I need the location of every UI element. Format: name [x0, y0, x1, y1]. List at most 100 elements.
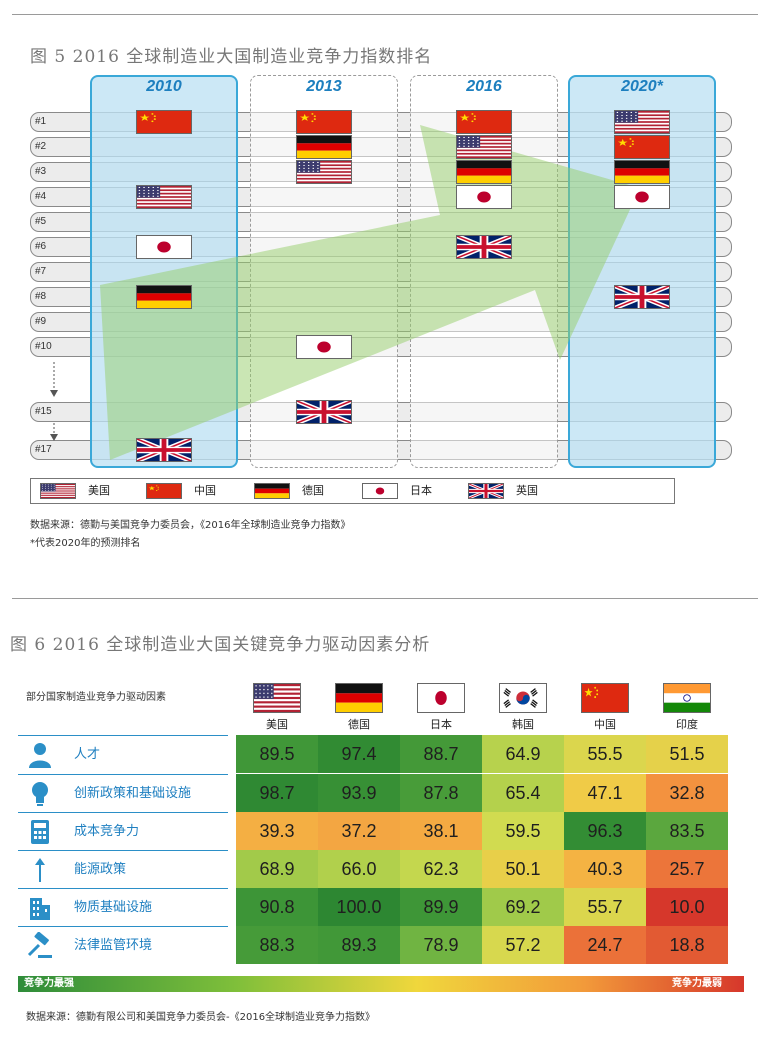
uk-flag-icon: [296, 400, 352, 424]
country-name: 德国: [348, 718, 370, 731]
heatmap-cell: 89.5: [236, 735, 318, 773]
rank-label: #7: [35, 266, 47, 277]
strength-scale-bar: [18, 976, 744, 992]
country-name: 印度: [676, 718, 698, 731]
usa-flag-icon: [456, 135, 512, 159]
rank-label: #1: [35, 116, 47, 127]
heatmap-cell: 88.3: [236, 926, 318, 964]
heatmap-cell: 87.8: [400, 774, 482, 812]
japan-flag-icon: [362, 483, 398, 499]
japan-flag-icon: [136, 235, 192, 259]
middle-divider: [12, 598, 758, 599]
korea-flag-icon: [499, 683, 547, 713]
rank-label: #10: [35, 341, 52, 352]
person-icon: [26, 741, 54, 769]
china-flag-icon: [614, 135, 670, 159]
driver-header: 部分国家制造业竞争力驱动因素: [26, 692, 166, 703]
heatmap-cell: 32.8: [646, 774, 728, 812]
heatmap-cell: 89.9: [400, 888, 482, 926]
scale-weakest-label: 竞争力最弱: [672, 978, 722, 989]
legend-label: 英国: [516, 484, 538, 497]
rank-label: #6: [35, 241, 47, 252]
rank-label: #17: [35, 444, 52, 455]
germany-flag-icon: [614, 160, 670, 184]
heatmap-cell: 51.5: [646, 735, 728, 773]
germany-flag-icon: [136, 285, 192, 309]
heatmap-cell: 40.3: [564, 850, 646, 888]
heatmap-cell: 24.7: [564, 926, 646, 964]
figure6-source: 数据来源：德勤有限公司和美国竞争力委员会-《2016全球制造业竞争力指数》: [26, 1012, 376, 1023]
driver-name: 成本竞争力: [74, 824, 140, 839]
uk-flag-icon: [136, 438, 192, 462]
building-icon: [26, 894, 54, 922]
scale-strongest-label: 竞争力最强: [24, 978, 74, 989]
driver-row-label: 能源政策: [18, 850, 228, 888]
heatmap-cell: 100.0: [318, 888, 400, 926]
rank-label: #8: [35, 291, 47, 302]
usa-flag-icon: [614, 110, 670, 134]
china-flag-icon: [296, 110, 352, 134]
heatmap-cell: 50.1: [482, 850, 564, 888]
india-flag-icon: [663, 683, 711, 713]
heatmap-cell: 62.3: [400, 850, 482, 888]
legend-label: 中国: [194, 484, 216, 497]
figure5-footnote: *代表2020年的预测排名: [30, 538, 141, 549]
rank-label: #5: [35, 216, 47, 227]
heatmap-cell: 10.0: [646, 888, 728, 926]
country-name: 中国: [594, 718, 616, 731]
driver-row-label: 成本竞争力: [18, 812, 228, 850]
rank-label: #4: [35, 191, 47, 202]
gavel-icon: [26, 931, 54, 960]
heatmap-cell: 96.3: [564, 812, 646, 850]
heatmap-cell: 89.3: [318, 926, 400, 964]
usa-flag-icon: [136, 185, 192, 209]
heatmap-cell: 18.8: [646, 926, 728, 964]
china-flag-icon: [456, 110, 512, 134]
rank-label: #3: [35, 166, 47, 177]
rank-label: #9: [35, 316, 47, 327]
driver-row-label: 创新政策和基础设施: [18, 774, 228, 812]
heatmap-cell: 55.7: [564, 888, 646, 926]
uk-flag-icon: [614, 285, 670, 309]
year-label: 2016: [466, 78, 502, 95]
country-name: 韩国: [512, 718, 534, 731]
figure5-title: 图 5 2016 全球制造业大国制造业竞争力指数排名: [30, 47, 433, 67]
driver-row-label: 人才: [18, 735, 228, 773]
uk-flag-icon: [468, 483, 504, 499]
driver-name: 人才: [74, 747, 101, 762]
legend-label: 德国: [302, 484, 324, 497]
year-label: 2010: [146, 78, 182, 95]
heatmap-cell: 97.4: [318, 735, 400, 773]
top-divider: [12, 14, 758, 15]
germany-flag-icon: [335, 683, 383, 713]
lightbulb-icon: [26, 780, 54, 808]
legend-label: 美国: [88, 484, 110, 497]
heatmap-cell: 98.7: [236, 774, 318, 812]
heatmap-cell: 66.0: [318, 850, 400, 888]
heatmap-cell: 64.9: [482, 735, 564, 773]
rank-label: #2: [35, 141, 47, 152]
rank-gap-arrows: [50, 362, 58, 441]
germany-flag-icon: [254, 483, 290, 499]
heatmap-cell: 39.3: [236, 812, 318, 850]
driver-name: 创新政策和基础设施: [74, 786, 192, 801]
heatmap-cell: 38.1: [400, 812, 482, 850]
heatmap-cell: 47.1: [564, 774, 646, 812]
heatmap-cell: 68.9: [236, 850, 318, 888]
rank-label: #15: [35, 406, 52, 417]
usa-flag-icon: [296, 160, 352, 184]
legend-box: [30, 478, 675, 504]
heatmap-cell: 88.7: [400, 735, 482, 773]
japan-flag-icon: [417, 683, 465, 713]
heatmap-cell: 25.7: [646, 850, 728, 888]
driver-row-label: 物质基础设施: [18, 888, 228, 926]
heatmap-cell: 55.5: [564, 735, 646, 773]
country-name: 美国: [266, 718, 288, 731]
year-label: 2020*: [621, 78, 663, 95]
japan-flag-icon: [456, 185, 512, 209]
heatmap-cell: 78.9: [400, 926, 482, 964]
driver-name: 物质基础设施: [74, 900, 153, 915]
heatmap-cell: 59.5: [482, 812, 564, 850]
heatmap-cell: 57.2: [482, 926, 564, 964]
figure6-title: 图 6 2016 全球制造业大国关键竞争力驱动因素分析: [10, 635, 431, 655]
